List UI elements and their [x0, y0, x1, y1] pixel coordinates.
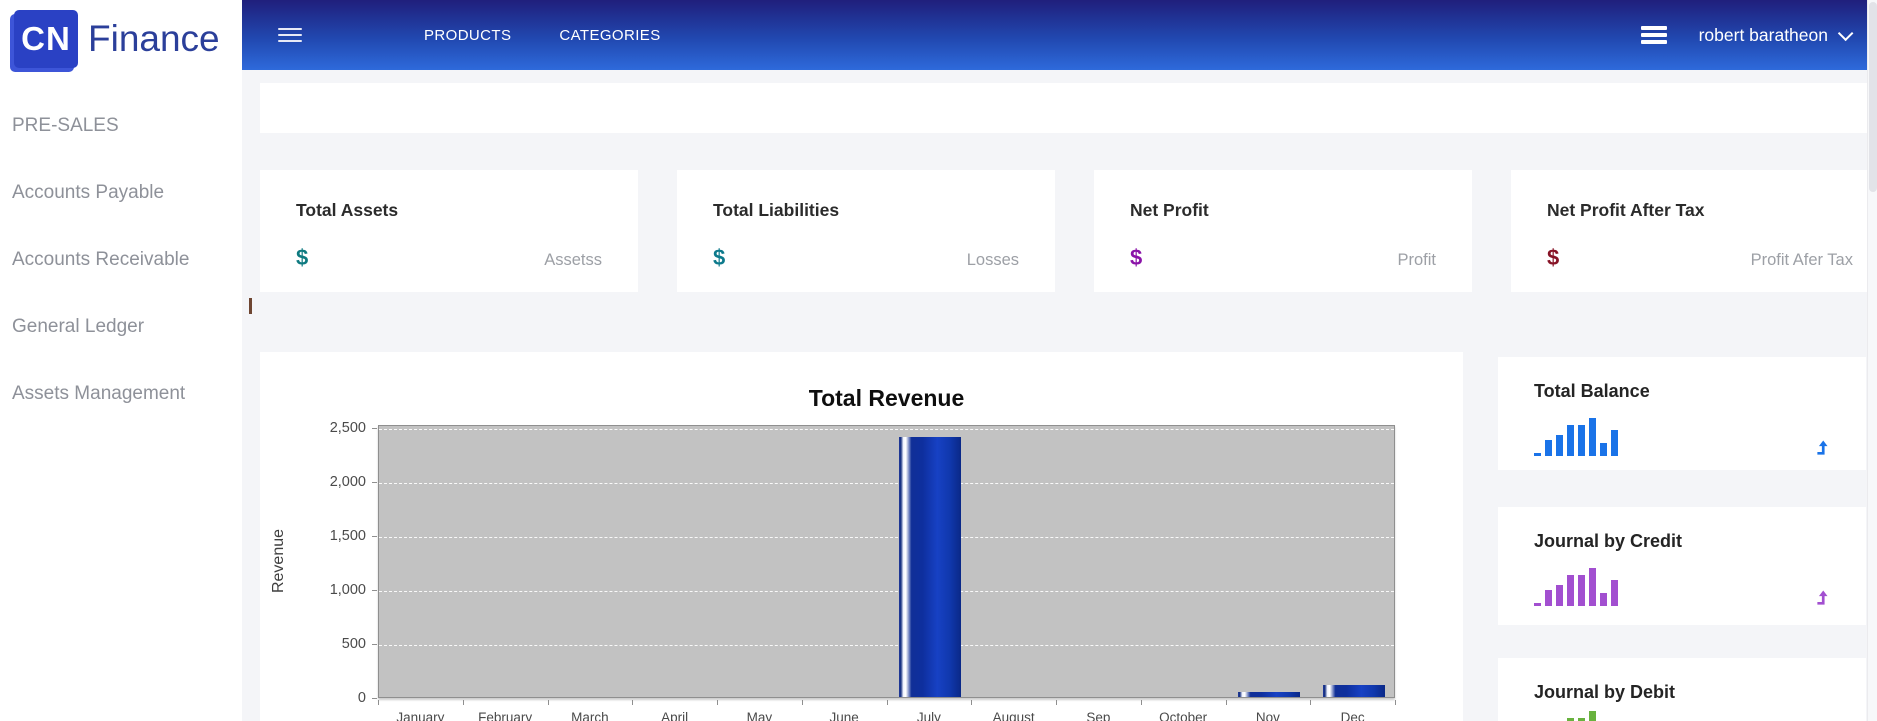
stat-label: Profit Afer Tax [1750, 251, 1853, 269]
nav-link-categories[interactable]: CATEGORIES [559, 26, 661, 44]
stat-title: Total Assets [296, 200, 399, 220]
panel-title: Journal by Credit [1534, 531, 1683, 551]
x-tick-label: Sep [1086, 710, 1111, 721]
revenue-bar-nov [1237, 691, 1300, 697]
sidebar-nav: PRE-SALES Accounts Payable Accounts Rece… [0, 70, 242, 427]
y-axis-label: Revenue [270, 528, 287, 594]
stat-label: Profit [1397, 251, 1436, 269]
brand-logo-text: Finance [88, 18, 220, 59]
brand-logo[interactable]: CN Finance [0, 0, 242, 70]
toolbar-strip [260, 83, 1877, 133]
x-tick-label: May [746, 710, 773, 721]
sidebar-item-label: General Ledger [12, 315, 145, 337]
stat-title: Total Liabilities [713, 200, 840, 220]
main-content: Total Assets $ Assetss Total Liabilities… [242, 70, 1877, 721]
navbar-right: robert baratheon [1640, 23, 1877, 47]
sidebar-item-accounts-payable[interactable]: Accounts Payable [0, 159, 242, 226]
x-tick-label: Nov [1255, 710, 1280, 721]
trend-up-arrow-icon [1817, 440, 1828, 455]
x-tick-label: April [661, 710, 689, 721]
currency-icon: $ [713, 245, 726, 270]
stats-row: Total Assets $ Assetss Total Liabilities… [260, 170, 1877, 292]
menu-toggle-icon[interactable] [278, 24, 302, 46]
sidebar: CN Finance PRE-SALES Accounts Payable Ac… [0, 0, 242, 721]
user-menu-icon[interactable] [1640, 23, 1667, 47]
y-tick-label: 2,000 [329, 474, 366, 490]
page-scrollbar[interactable] [1867, 0, 1877, 721]
panel-title: Total Balance [1534, 381, 1650, 401]
x-tick-label: February [478, 710, 533, 721]
x-tick-label: August [992, 710, 1035, 721]
currency-icon: $ [296, 245, 309, 270]
stat-label: Assetss [544, 251, 602, 269]
brand-logo-mark: CN [14, 10, 78, 68]
y-tick-label: 1,500 [329, 528, 366, 544]
stat-title: Net Profit After Tax [1547, 200, 1705, 220]
stat-card-total-assets: Total Assets $ Assetss [260, 170, 638, 292]
sidebar-item-accounts-receivable[interactable]: Accounts Receivable [0, 226, 242, 293]
total-revenue-chart-card: Total Revenue Revenue 0 500 1,000 1,500 2,00… [260, 352, 1463, 721]
text-cursor-artifact [249, 298, 252, 314]
sidebar-item-label: Accounts Receivable [12, 248, 190, 270]
journal-by-debit-sparkline [1534, 709, 1622, 721]
x-tick-label: Dec [1340, 710, 1365, 721]
x-tick-label: June [829, 710, 859, 721]
chart-title: Total Revenue [808, 385, 965, 411]
stat-title: Net Profit [1130, 200, 1209, 220]
user-name: robert baratheon [1698, 24, 1828, 45]
journal-by-debit-card: Journal by Debit [1498, 658, 1866, 721]
total-balance-card: Total Balance [1498, 357, 1866, 470]
chevron-down-icon [1837, 25, 1854, 41]
x-tick-label: October [1159, 710, 1208, 721]
sidebar-item-label: PRE-SALES [12, 114, 119, 136]
revenue-bar-dec [1322, 684, 1385, 697]
x-tick-label: July [916, 710, 941, 721]
panel-title: Journal by Debit [1534, 682, 1676, 702]
y-tick-label: 1,000 [329, 582, 366, 598]
stat-card-net-profit-after-tax: Net Profit After Tax $ Profit Afer Tax [1511, 170, 1877, 292]
stat-card-net-profit: Net Profit $ Profit [1094, 170, 1472, 292]
sidebar-item-label: Accounts Payable [12, 181, 165, 203]
sidebar-item-pre-sales[interactable]: PRE-SALES [0, 92, 242, 159]
x-tick-label: January [396, 710, 445, 721]
y-tick-label: 0 [357, 690, 366, 706]
y-tick-label: 2,500 [329, 420, 366, 436]
total-balance-sparkline [1534, 416, 1622, 456]
brand-logo-short: CN [21, 20, 71, 57]
x-tick-label: March [571, 710, 609, 721]
journal-by-credit-sparkline [1534, 566, 1622, 606]
top-navbar: PRODUCTS CATEGORIES robert baratheon [242, 0, 1877, 70]
currency-icon: $ [1547, 245, 1560, 270]
stat-label: Losses [966, 251, 1019, 269]
sidebar-item-label: Assets Management [12, 382, 186, 404]
stat-card-total-liabilities: Total Liabilities $ Losses [677, 170, 1055, 292]
user-menu[interactable]: robert baratheon [1698, 24, 1854, 46]
right-panel-column: Total Balance Journal by Credit [1498, 357, 1866, 721]
currency-icon: $ [1130, 245, 1143, 270]
revenue-plot [378, 425, 1395, 698]
nav-link-products[interactable]: PRODUCTS [424, 26, 512, 44]
revenue-bar-july [898, 436, 961, 697]
y-tick-label: 500 [341, 636, 366, 652]
sidebar-item-general-ledger[interactable]: General Ledger [0, 293, 242, 360]
sidebar-item-assets-management[interactable]: Assets Management [0, 360, 242, 427]
trend-up-arrow-icon [1817, 590, 1828, 605]
journal-by-credit-card: Journal by Credit [1498, 507, 1866, 625]
scrollbar-thumb[interactable] [1869, 2, 1877, 192]
